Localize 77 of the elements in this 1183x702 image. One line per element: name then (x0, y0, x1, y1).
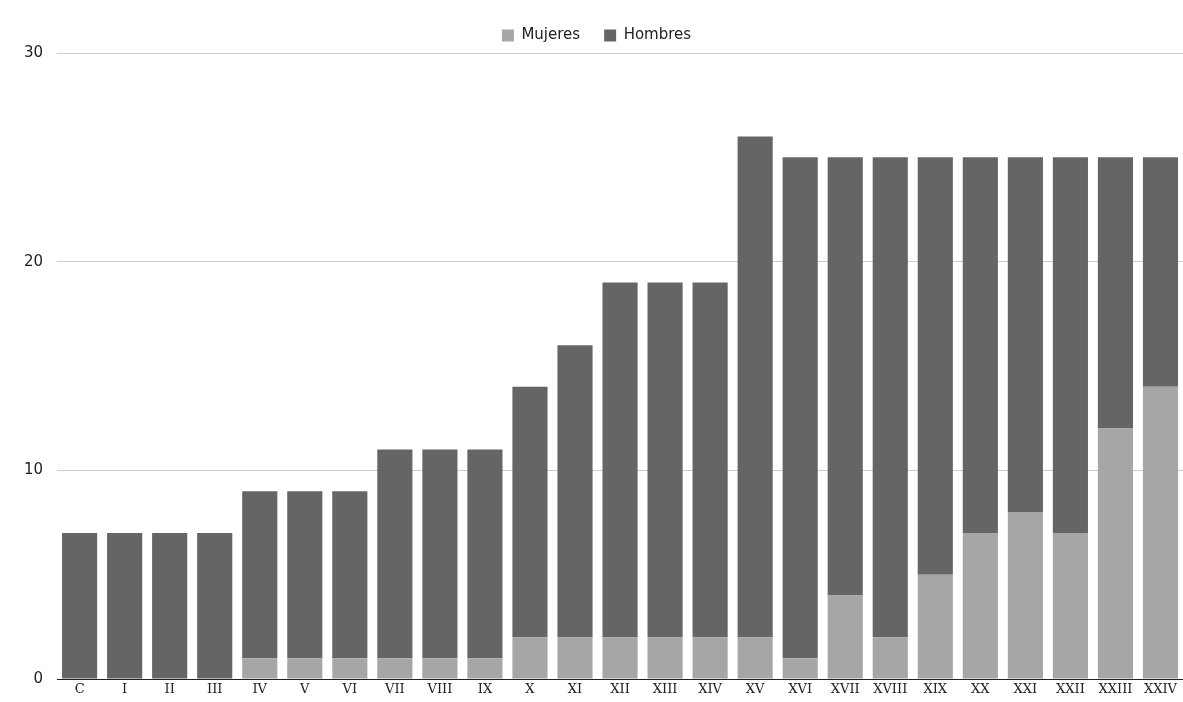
x-tick-label: V (299, 681, 311, 697)
x-tick-label: XXIII (1098, 681, 1133, 697)
x-tick-label: XVI (788, 681, 813, 697)
x-tick-label: C (74, 681, 85, 697)
y-tick-label: 10 (23, 460, 44, 479)
x-tick-label: XIII (652, 681, 678, 697)
bar (287, 658, 323, 679)
x-tick-label: VIII (426, 681, 453, 697)
x-tick-label: VI (341, 681, 358, 697)
x-tick-label: XVIII (873, 681, 908, 697)
bar (332, 658, 368, 679)
bar (917, 574, 953, 679)
x-tick-label: XX (971, 681, 991, 697)
x-tick-label: II (164, 681, 175, 697)
bar (1142, 386, 1179, 679)
y-tick-label: 30 (23, 42, 44, 61)
bar (62, 532, 98, 679)
x-tick-label: I (122, 681, 128, 697)
bar (737, 637, 773, 679)
x-tick-label: VII (384, 681, 405, 697)
x-tick-label: XVII (830, 681, 860, 697)
bar (332, 491, 368, 659)
bar (197, 532, 233, 679)
bar (1097, 157, 1134, 429)
bar (422, 449, 458, 659)
bar (962, 157, 998, 533)
bar (557, 345, 593, 638)
bar (377, 449, 413, 659)
legend-label: Mujeres (521, 25, 581, 44)
x-tick-label: XXIV (1143, 681, 1178, 697)
y-tick-label: 0 (33, 668, 44, 687)
x-tick-label: III (207, 681, 223, 697)
x-tick-label: IX (477, 681, 493, 697)
bar (1007, 512, 1043, 679)
bar (377, 658, 413, 679)
bar (1052, 532, 1088, 679)
x-tick-label: XV (745, 681, 766, 697)
bar (602, 282, 638, 638)
bar (782, 658, 818, 679)
bar (467, 658, 503, 679)
x-tick-label: XXII (1056, 681, 1085, 697)
x-tick-label: X (525, 681, 536, 697)
bar (692, 637, 728, 679)
bar (782, 157, 818, 659)
bar (422, 658, 458, 679)
bar (917, 157, 953, 575)
x-tick-label: IV (252, 681, 268, 697)
y-tick-label: 20 (23, 251, 44, 270)
bar (872, 157, 908, 638)
bar (512, 386, 548, 638)
bar (827, 157, 863, 596)
bar (1052, 157, 1088, 533)
bar (287, 491, 323, 659)
bar (737, 136, 773, 638)
bar (242, 491, 278, 659)
bar (962, 532, 998, 679)
x-tick-label: XI (567, 681, 583, 697)
bar (152, 532, 188, 679)
bar (512, 637, 548, 679)
x-tick-label: XIX (923, 681, 948, 697)
bar (557, 637, 593, 679)
bar (1097, 428, 1134, 679)
bar (242, 658, 278, 679)
bar (1142, 157, 1179, 387)
bar (602, 637, 638, 679)
bar (1007, 157, 1043, 513)
bar (647, 637, 683, 679)
legend-label: Hombres (623, 25, 692, 44)
bar (872, 637, 908, 679)
bar (107, 532, 143, 679)
x-tick-label: XIV (698, 681, 723, 697)
bar (647, 282, 683, 638)
x-tick-label: XXI (1013, 681, 1038, 697)
bar (692, 282, 728, 638)
x-tick-label: XII (610, 681, 630, 697)
bar (827, 595, 863, 679)
bar (467, 449, 503, 659)
